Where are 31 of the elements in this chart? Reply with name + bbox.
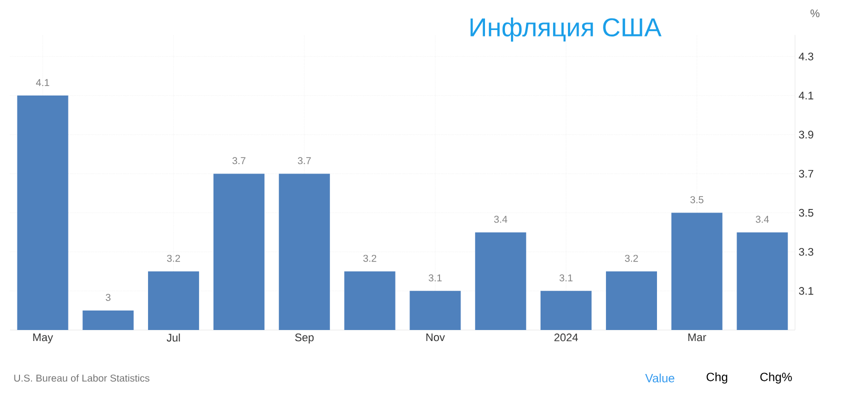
y-axis-title: %	[810, 10, 820, 18]
x-tick-label: May	[33, 334, 54, 344]
x-tick-label: Sep	[295, 334, 314, 344]
data-label: 3	[106, 294, 110, 301]
text: Chg%	[760, 372, 792, 384]
y-tick-label: 3.7	[798, 170, 814, 178]
data-label: 3.5	[690, 196, 704, 204]
chart-title: Инфляция США	[470, 18, 662, 42]
data-label: 3.1	[428, 274, 442, 282]
data-label: 3.2	[167, 254, 180, 262]
text: Value	[645, 374, 674, 382]
y-tick-label: 3.9	[798, 130, 814, 139]
text: U.S. Bureau of Labor Statistics	[14, 374, 150, 382]
data-label: 3.4	[756, 216, 769, 223]
text: Chg	[706, 372, 728, 384]
y-tick-label: 3.5	[798, 208, 814, 217]
data-label: 3.7	[298, 157, 311, 164]
y-tick-label: 4.3	[798, 52, 814, 60]
x-tick-label: 2024	[554, 334, 578, 342]
x-tick-label: Nov	[426, 334, 445, 342]
x-tick-label: Mar	[688, 334, 706, 342]
y-tick-label: 3.3	[798, 248, 814, 256]
y-tick-label: 3.1	[798, 287, 814, 295]
x-tick-label: Jul	[166, 334, 180, 342]
data-label: 3.2	[624, 254, 638, 262]
y-tick-label: 4.1	[798, 92, 814, 100]
data-label: 3.7	[232, 157, 246, 164]
data-label: 3.4	[494, 216, 508, 223]
data-label: 3.2	[363, 254, 376, 262]
data-label: 3.1	[560, 274, 572, 282]
data-label: 4.1	[36, 79, 50, 86]
